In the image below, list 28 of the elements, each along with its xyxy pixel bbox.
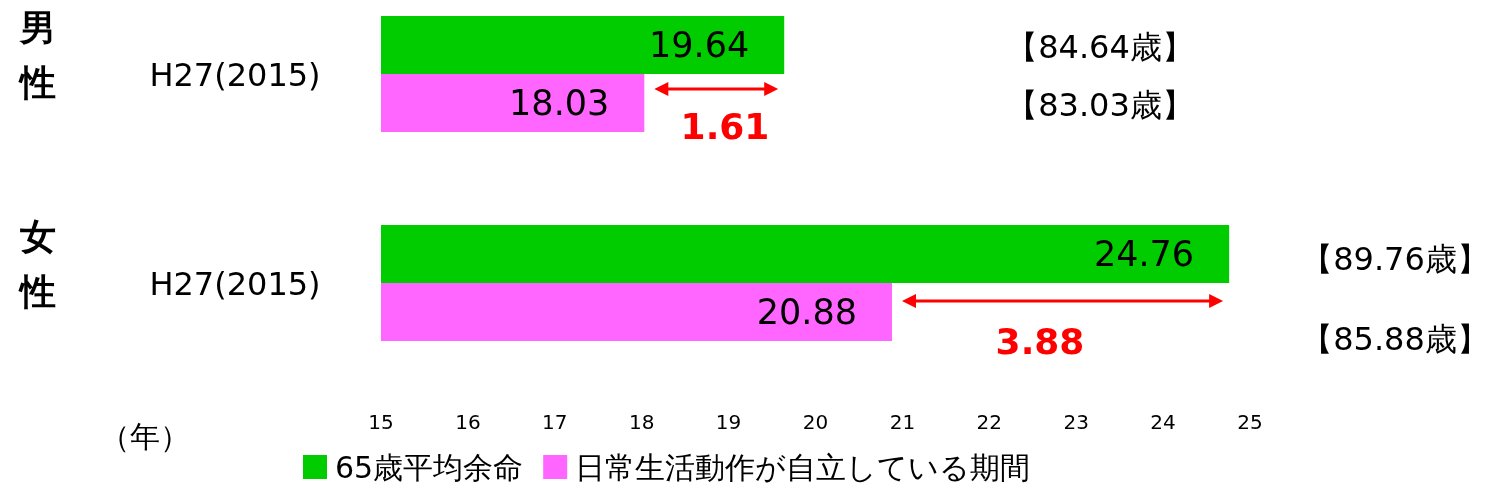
- x-tick-label: 22: [976, 410, 1003, 434]
- annotation: 【84.64歳】: [1006, 28, 1194, 66]
- x-tick-label: 19: [715, 410, 742, 434]
- x-tick-label: 17: [542, 410, 568, 434]
- y-tick-label: H27(2015): [149, 56, 321, 94]
- text: 【85.88歳】: [1301, 320, 1489, 358]
- x-tick-label: 18: [628, 410, 655, 434]
- x-tick-label: 21: [889, 410, 916, 434]
- data-label: 19.64: [649, 25, 750, 65]
- annotation: 3.88: [995, 321, 1085, 362]
- x-tick-label: 24: [1150, 410, 1176, 434]
- data-label: 18.03: [509, 83, 610, 123]
- data-label: 24.76: [1093, 234, 1195, 274]
- text: 【89.76歳】: [1301, 240, 1489, 278]
- data-label: 20.88: [756, 292, 857, 332]
- x-tick-label: 16: [455, 410, 481, 434]
- annotation: 【83.03歳】: [1006, 86, 1194, 124]
- text: 男性: [18, 7, 56, 103]
- x-tick-label: 20: [802, 410, 829, 434]
- legend-label: 日常生活動作が自立している期間: [575, 450, 1031, 484]
- legend-label: 65歳平均余命: [335, 450, 524, 484]
- text: 女性: [18, 216, 56, 312]
- y-tick-label: H27(2015): [149, 265, 321, 303]
- annotation: 1.61: [680, 106, 770, 147]
- x-tick-label: 15: [368, 410, 394, 434]
- x-tick-label: 25: [1237, 410, 1263, 434]
- x-axis-title: （年）: [100, 419, 190, 454]
- x-tick-label: 23: [1063, 410, 1089, 434]
